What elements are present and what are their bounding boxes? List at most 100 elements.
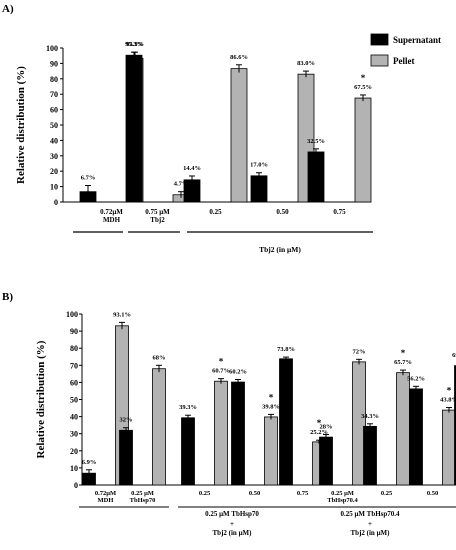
data-label: 39.8% [262,403,280,410]
y-tick-label: 50 [70,396,78,405]
y-tick-label: 20 [50,167,58,176]
bar-supernatant [231,381,245,486]
y-tick-label: 80 [50,75,58,84]
bar-supernatant [250,175,268,203]
legend-swatch-supernatant [370,33,389,46]
data-label: 32% [120,417,133,424]
data-label: 32.5% [307,138,325,145]
data-label: 65.7% [394,359,412,366]
category-label: 0.72μM [95,490,116,497]
category-label: MDH [98,497,114,504]
data-label: 83.0% [297,60,315,67]
bar-supernatant [181,417,195,486]
data-label: 95.3% [125,41,143,48]
category-label: 0.25 μM [331,490,354,497]
bar-supernatant [454,365,456,486]
y-tick-label: 10 [50,183,58,192]
data-label: 60.7% [212,368,230,375]
bar-supernatant [307,151,325,203]
group-label: Tbj2 (in μM) [351,529,391,537]
bar-supernatant [363,425,377,486]
data-label: 93.3% [126,41,144,48]
y-tick-label: 90 [50,59,58,68]
data-label: 67.5% [354,84,372,91]
y-tick-label: 30 [70,430,78,439]
data-label: 14.4% [183,165,201,172]
y-tick-label: 0 [54,198,58,207]
significance-asterisk: * [401,348,406,358]
data-label: 28% [320,424,333,431]
data-label: 25.2% [310,429,328,436]
data-label: 93.1% [113,311,131,318]
category-label: TbHsp70.4 [327,497,358,504]
category-label: 0.72μM [100,208,123,216]
significance-asterisk: * [269,392,274,402]
bar-pellet [214,380,228,486]
bar-pellet [354,97,372,203]
group-label: Tbj2 (in μM) [259,245,301,254]
data-label: 68% [153,354,166,361]
legend-label-supernatant: Supernatant [393,35,441,45]
y-tick-label: 30 [50,152,58,161]
y-tick-label: 90 [70,327,78,336]
bar-pellet [264,416,278,486]
category-label: TbHsp70 [130,497,156,504]
y-tick-label: 20 [70,447,78,456]
group-label: + [230,520,234,528]
category-label: 0.25 μM [131,490,154,497]
data-label: 56.2% [407,375,425,382]
group-label: 0.25 μM TbHsp70 [205,510,259,518]
y-tick-label: 60 [70,378,78,387]
y-axis-label: Relative distribution (%) [15,66,27,184]
panel-label: A) [2,3,14,15]
data-label: 6.7% [81,175,96,182]
data-label: 34.3% [361,413,379,420]
y-tick-label: 50 [50,121,58,130]
significance-asterisk: * [219,357,224,367]
category-label: 0.50 [249,490,260,497]
bar-pellet [396,372,410,486]
significance-asterisk: * [317,418,322,428]
bar-pellet [442,409,456,486]
category-label: 0.75 [297,490,309,497]
group-label: + [368,520,372,528]
legend-label-pellet: Pellet [393,56,415,66]
data-label: 39.3% [179,404,197,411]
significance-asterisk: * [447,386,452,396]
bar-supernatant [319,436,333,486]
panel-a: A) 0 10 20 30 40 50 60 70 80 90 100 Relative distrib… [2,3,441,254]
data-label: 73.8% [277,346,295,353]
category-label: 0.75 [333,208,346,216]
category-label: 0.75 μM [145,208,170,216]
bar-supernatant [409,388,423,486]
group-label: Tbj2 (in μM) [213,529,253,537]
bar-supernatant [125,54,143,203]
category-label: 0.50 [276,208,289,216]
legend-swatch-pellet [370,54,389,67]
y-tick-label: 10 [70,464,78,473]
bar-supernatant [119,429,133,486]
category-label: 0.25 [209,208,222,216]
data-label: 60.2% [229,368,247,375]
data-label: 6.9% [82,459,97,466]
data-label: 43.8% [440,397,456,404]
data-label: 86.6% [230,54,248,61]
y-tick-label: 40 [70,413,78,422]
data-label: 72% [353,348,366,355]
y-tick-label: 60 [50,106,58,115]
y-tick-label: 80 [70,344,78,353]
panel-b: B) 0 10 20 30 40 50 60 70 80 90 100 Relative distrib… [2,291,456,537]
category-label: 0.25 [381,490,393,497]
category-label: Tbj2 [150,216,165,224]
y-axis-label: Relative distribution (%) [35,340,47,458]
bar-pellet [152,368,166,486]
category-label: MDH [103,216,121,224]
y-tick-label: 40 [50,136,58,145]
data-label: 4.7% [174,181,189,188]
category-label: 0.50 [427,490,438,497]
bar-supernatant [279,358,293,486]
panel-label: B) [2,291,13,303]
bar-pellet [230,68,248,203]
group-label: 0.25 μM TbHsp70.4 [340,510,400,518]
